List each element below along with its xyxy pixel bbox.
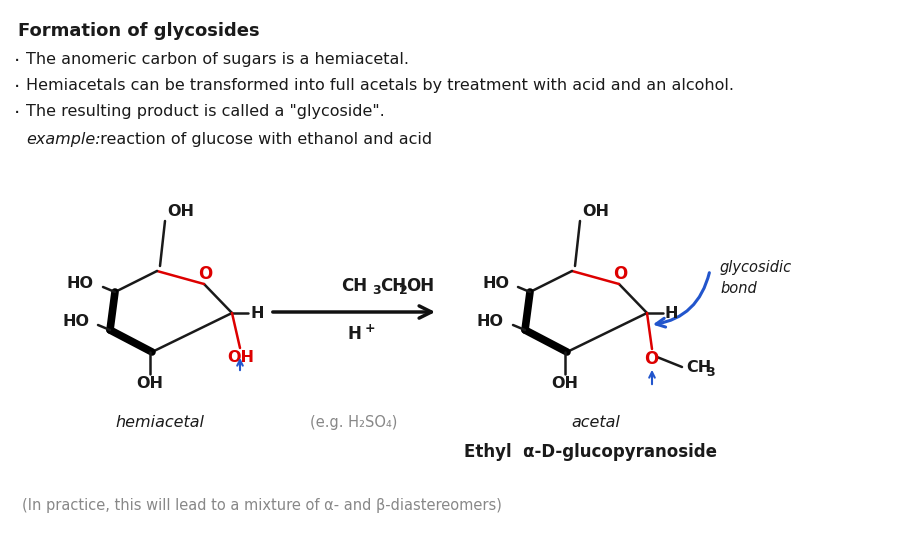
Text: HO: HO [62,315,89,330]
Text: O: O [198,265,212,283]
Text: (e.g. H₂SO₄): (e.g. H₂SO₄) [311,415,398,430]
Text: hemiacetal: hemiacetal [115,415,204,430]
Text: CH: CH [340,277,367,295]
Text: 3: 3 [706,365,715,379]
Text: acetal: acetal [571,415,620,430]
Text: ·: · [14,104,20,123]
Text: HO: HO [482,277,509,291]
Text: glycosidic
bond: glycosidic bond [720,260,792,296]
FancyArrowPatch shape [656,273,709,327]
Text: 2: 2 [399,284,408,298]
Text: The anomeric carbon of sugars is a hemiacetal.: The anomeric carbon of sugars is a hemia… [26,52,409,67]
Text: OH: OH [406,277,434,295]
Text: H: H [347,325,361,343]
Text: Hemiacetals can be transformed into full acetals by treatment with acid and an a: Hemiacetals can be transformed into full… [26,78,734,93]
Text: HO: HO [67,277,94,291]
Text: H: H [250,305,263,321]
Text: H: H [665,305,678,321]
Text: (In practice, this will lead to a mixture of α- and β-diastereomers): (In practice, this will lead to a mixtur… [22,498,502,513]
Text: ·: · [14,52,20,71]
Text: OH: OH [167,204,194,219]
Text: example:: example: [26,132,101,147]
Text: +: + [365,322,376,336]
Text: OH: OH [228,350,254,365]
Text: CH: CH [380,277,406,295]
Text: HO: HO [477,315,504,330]
Text: O: O [644,350,658,368]
Text: OH: OH [551,376,578,391]
Text: O: O [613,265,627,283]
Text: The resulting product is called a "glycoside".: The resulting product is called a "glyco… [26,104,385,119]
Text: reaction of glucose with ethanol and acid: reaction of glucose with ethanol and aci… [95,132,432,147]
Text: OH: OH [582,204,609,219]
Text: OH: OH [136,376,163,391]
Text: Formation of glycosides: Formation of glycosides [18,22,260,40]
Text: Ethyl  α-D-glucopyranoside: Ethyl α-D-glucopyranoside [463,443,716,461]
Text: ·: · [14,78,20,97]
Text: CH: CH [686,359,711,374]
Text: 3: 3 [372,284,380,298]
